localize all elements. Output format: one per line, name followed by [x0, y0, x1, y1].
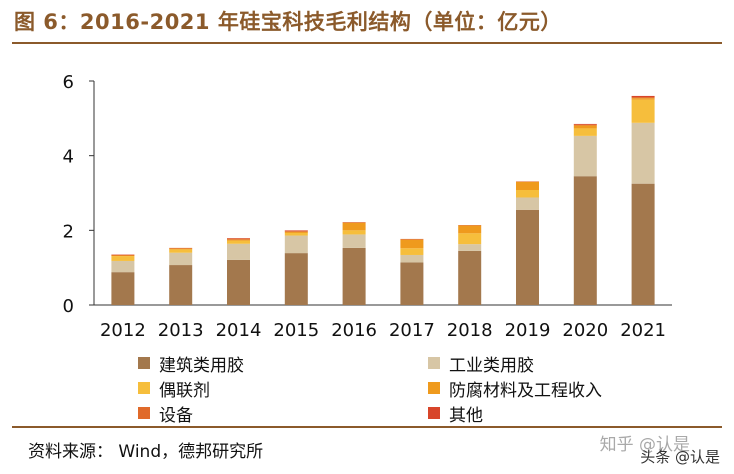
x-tick-label: 2013 — [158, 320, 204, 341]
bar-segment-series-2-2013 — [169, 249, 193, 253]
x-tick-label: 2021 — [620, 320, 666, 341]
bar-segment-series-2-2017 — [400, 248, 424, 255]
bar-segment-series-0-2017 — [400, 262, 424, 305]
bar-segment-series-0-2012 — [111, 272, 135, 305]
legend-swatch — [138, 407, 150, 419]
bar-segment-series-0-2020 — [573, 176, 597, 305]
bar-segment-series-4-2020 — [573, 124, 597, 126]
bar-segment-series-4-2014 — [227, 238, 250, 240]
bar-segment-series-2-2018 — [458, 233, 482, 245]
bar-segment-series-1-2021 — [631, 122, 655, 184]
y-tick-label: 6 — [63, 72, 74, 93]
bar-segment-series-5-2012 — [111, 254, 135, 256]
x-tick-label: 2020 — [562, 320, 608, 341]
bar-segment-series-4-2019 — [516, 181, 539, 182]
bar-segment-series-4-2021 — [631, 97, 655, 99]
bar-segment-series-3-2012 — [111, 255, 135, 257]
bar-segment-series-0-2015 — [284, 253, 308, 305]
bar-segment-series-1-2020 — [573, 135, 597, 177]
bar-segment-series-4-2015 — [284, 230, 308, 232]
source-divider — [12, 426, 722, 428]
bar-segment-series-4-2012 — [111, 254, 135, 256]
bar-segment-series-1-2014 — [227, 243, 250, 260]
bar-segment-series-0-2014 — [227, 259, 250, 305]
bar-segment-series-3-2014 — [227, 239, 250, 241]
legend-label: 其他 — [449, 405, 483, 426]
bar-segment-series-3-2017 — [400, 239, 424, 249]
bar-segment-series-3-2019 — [516, 181, 539, 191]
x-tick-label: 2016 — [331, 320, 377, 341]
bar-segment-series-3-2021 — [631, 98, 655, 100]
chart-title: 图 6：2016-2021 年硅宝科技毛利结构（单位：亿元） — [14, 10, 562, 34]
bar-segment-series-1-2015 — [284, 235, 308, 254]
bar-segment-series-5-2021 — [631, 95, 655, 98]
legend-swatch — [428, 407, 440, 419]
y-tick-label: 2 — [63, 221, 74, 242]
x-tick-label: 2019 — [505, 320, 551, 341]
x-tick-label: 2017 — [389, 320, 435, 341]
bar-segment-series-2-2020 — [573, 128, 597, 136]
legend-item: 设备 — [138, 402, 428, 426]
x-tick-label: 2014 — [216, 320, 262, 341]
legend-swatch — [428, 382, 440, 394]
bar-segment-series-2-2015 — [284, 232, 308, 236]
bar-segment-series-1-2018 — [458, 244, 482, 251]
x-tick-label: 2012 — [100, 320, 146, 341]
legend-label: 偶联剂 — [159, 380, 210, 401]
bar-segment-series-2-2019 — [516, 190, 539, 198]
legend-item: 其他 — [428, 402, 698, 426]
source-note: 资料来源： Wind，德邦研究所 — [28, 442, 264, 462]
legend-label: 工业类用胶 — [449, 355, 534, 376]
legend-label: 防腐材料及工程收入 — [449, 380, 602, 401]
bar-segment-series-1-2016 — [342, 234, 366, 248]
bar-segment-series-3-2013 — [169, 248, 193, 250]
x-tick-label: 2018 — [447, 320, 493, 341]
y-tick-label: 4 — [63, 147, 74, 168]
bar-segment-series-1-2013 — [169, 252, 193, 266]
legend-label: 设备 — [159, 405, 193, 426]
bar-segment-series-4-2018 — [458, 225, 482, 226]
title-divider — [12, 42, 722, 44]
stacked-bar-chart: 0 2 4 6 2012 2013 2014 2015 2016 2017 2018 2019 2020… — [63, 72, 672, 341]
bar-segment-series-2-2014 — [227, 240, 250, 244]
bar-segment-series-0-2021 — [631, 183, 655, 305]
bar-segment-series-3-2016 — [342, 222, 366, 231]
bar-segment-series-3-2018 — [458, 225, 482, 234]
bar-segment-series-0-2019 — [516, 209, 539, 305]
bar-segment-series-0-2016 — [342, 247, 366, 305]
legend-swatch — [428, 357, 440, 369]
legend-item: 偶联剂 — [138, 377, 428, 401]
bar-segment-series-2-2021 — [631, 99, 655, 123]
y-tick-label: 0 — [63, 296, 74, 317]
chart-legend: 建筑类用胶 工业类用胶偶联剂 防腐材料及工程收入设备 其他 — [138, 352, 698, 426]
bar-segment-series-3-2020 — [573, 125, 597, 129]
bar-segment-series-2-2012 — [111, 256, 135, 261]
bar-segment-series-1-2017 — [400, 254, 424, 263]
bar-segment-series-3-2015 — [284, 231, 308, 233]
legend-item: 建筑类用胶 — [138, 352, 428, 376]
bar-segment-series-5-2015 — [284, 230, 308, 231]
bar-segment-series-4-2016 — [342, 222, 366, 223]
bar-segment-series-0-2013 — [169, 265, 193, 305]
legend-label: 建筑类用胶 — [159, 355, 244, 376]
watermark-text: 知乎 @认是 — [599, 435, 690, 455]
x-tick-label: 2015 — [273, 320, 319, 341]
legend-swatch — [138, 382, 150, 394]
bar-segment-series-4-2017 — [400, 238, 424, 240]
bar-segment-series-1-2012 — [111, 260, 135, 273]
bar-segment-series-4-2013 — [169, 247, 193, 249]
bar-segment-series-0-2018 — [458, 250, 482, 305]
bar-segment-series-5-2014 — [227, 238, 250, 239]
bar-segment-series-1-2019 — [516, 197, 539, 210]
bar-segment-series-2-2016 — [342, 230, 366, 235]
watermark-handle: 头条 @认是 — [640, 448, 720, 466]
legend-item: 防腐材料及工程收入 — [428, 377, 698, 401]
legend-item: 工业类用胶 — [428, 352, 698, 376]
legend-swatch — [138, 357, 150, 369]
bar-segment-series-5-2020 — [573, 123, 597, 125]
